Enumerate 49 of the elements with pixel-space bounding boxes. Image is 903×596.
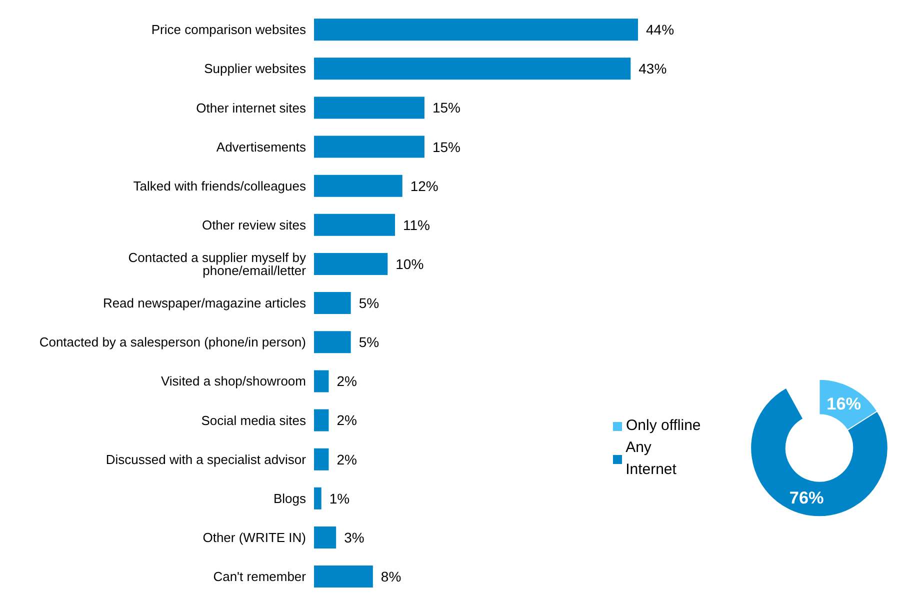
data-label: 5% bbox=[358, 334, 380, 350]
data-label: 11% bbox=[403, 216, 430, 233]
y-tick-label: Price comparison websites bbox=[151, 22, 306, 38]
data-label: 2% bbox=[336, 451, 357, 468]
bar bbox=[314, 409, 329, 432]
data-label: 1% bbox=[329, 490, 350, 506]
bar bbox=[314, 370, 329, 392]
bar bbox=[314, 18, 638, 41]
y-tick-label: Other (WRITE IN) bbox=[202, 530, 306, 546]
y-tick-label: Read newspaper/magazine articles bbox=[102, 296, 306, 311]
data-label: 3% bbox=[344, 529, 364, 546]
y-tick-label: Contacted by a salesperson (phone/in person) bbox=[39, 334, 306, 350]
data-label: 2% bbox=[336, 412, 357, 428]
y-tick-label: Discussed with a specialist advisor bbox=[106, 452, 307, 467]
bar bbox=[314, 331, 351, 354]
data-label: 44% bbox=[646, 22, 674, 38]
y-tick-label: Supplier websites bbox=[204, 61, 306, 76]
bar bbox=[314, 96, 424, 119]
bar bbox=[314, 566, 373, 588]
bar bbox=[314, 214, 395, 236]
bar bbox=[314, 58, 631, 80]
bar bbox=[314, 174, 402, 197]
y-tick-label: Contacted a supplier myself by phone/email/letter bbox=[128, 250, 307, 278]
data-label: 43% bbox=[638, 60, 667, 77]
y-tick-label: Social media sites bbox=[201, 412, 306, 428]
bar bbox=[314, 487, 322, 510]
data-label: 15% bbox=[432, 138, 460, 155]
bar bbox=[314, 292, 351, 314]
y-tick-label: Other review sites bbox=[202, 217, 306, 232]
bar bbox=[314, 252, 388, 275]
data-label: 12% bbox=[410, 178, 438, 194]
legend-label: Only offline bbox=[626, 416, 701, 436]
y-tick-label: Advertisements bbox=[216, 139, 306, 154]
y-tick-label: Blogs bbox=[273, 490, 306, 506]
data-label: 5% bbox=[358, 295, 380, 312]
y-tick-label: Can't remember bbox=[213, 569, 307, 584]
data-label: 2% bbox=[336, 373, 357, 390]
data-label: 15% bbox=[432, 100, 460, 116]
y-tick-label: Visited a shop/showroom bbox=[160, 374, 306, 389]
bar bbox=[314, 448, 329, 470]
data-label: 8% bbox=[380, 568, 402, 584]
bar bbox=[314, 526, 336, 548]
bar bbox=[314, 136, 424, 158]
data-label: 16% bbox=[826, 393, 860, 414]
y-tick-label: Other internet sites bbox=[196, 100, 306, 116]
legend-label: Any Internet bbox=[626, 438, 678, 480]
data-label: 10% bbox=[396, 256, 424, 272]
data-label: 76% bbox=[788, 487, 824, 508]
y-tick-label: Talked with friends/colleagues bbox=[133, 178, 306, 194]
